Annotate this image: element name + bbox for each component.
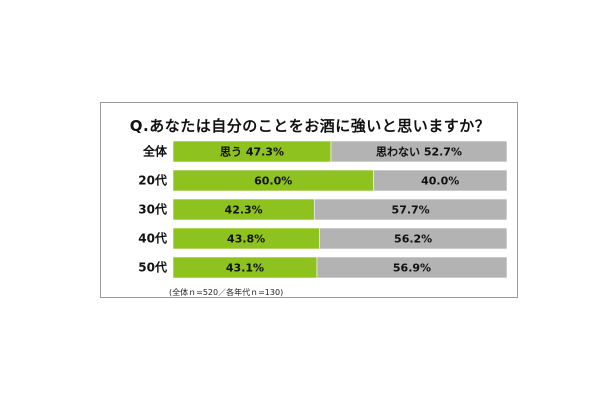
bar-value-label: 56.9% (393, 262, 431, 275)
bar-segment-no (373, 169, 508, 192)
bar-value-label: 42.3% (225, 204, 263, 217)
bar-segment-no (318, 227, 508, 250)
category-label: 全体 (142, 144, 168, 159)
bar-segment-no (316, 256, 508, 279)
category-label: 30代 (138, 202, 167, 217)
bar-value-label: 60.0% (254, 175, 292, 188)
category-label: 40代 (138, 231, 167, 246)
bar-value-label: 43.1% (226, 262, 264, 275)
chart-title: Q.あなたは自分のことをお酒に強いと思いますか？ (129, 117, 491, 135)
bar-value-label: 43.8% (227, 233, 265, 246)
bar-value-label: 思わない 52.7% (376, 146, 462, 159)
bar-value-label: 57.7% (392, 204, 430, 217)
category-label: 50代 (138, 260, 167, 275)
bar-segment-no (313, 198, 508, 221)
bar-segment-no (330, 140, 508, 163)
sample-size-note: (全体ｎ=520／各年代ｎ=130) (169, 288, 284, 297)
bar-value-label: 思う 47.3% (220, 146, 284, 159)
category-label: 20代 (138, 173, 167, 188)
bar-value-label: 40.0% (421, 175, 459, 188)
bar-chart: 全体 思う 47.3% 思わない 52.7% 20代 60.0% 40.0% 30代 42.3… (138, 140, 508, 279)
chart-frame: Q.あなたは自分のことをお酒に強いと思いますか？ 全体 思う 47.3% 思わない … (100, 102, 518, 298)
bar-value-label: 56.2% (394, 233, 432, 246)
